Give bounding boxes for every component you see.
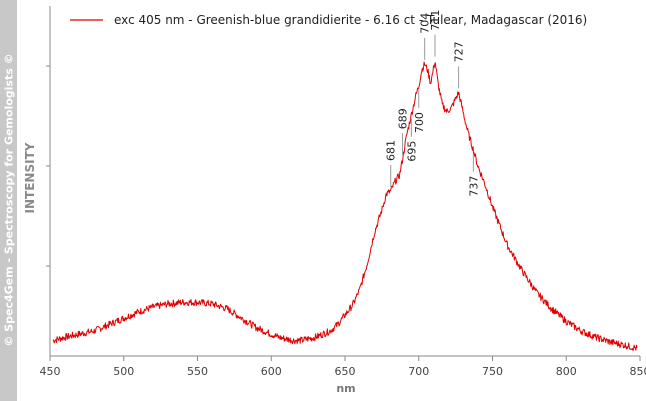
x-tick-label: 800 [556,365,577,378]
peak-label: 704 [419,13,432,34]
peak-label: 737 [467,176,480,197]
x-tick-label: 700 [408,365,429,378]
peak-label: 700 [413,112,426,133]
x-tick-label: 650 [335,365,356,378]
watermark-bar: © Spec4Gem - Spectroscopy for Gemologist… [0,0,17,401]
peak-label: 689 [397,108,410,129]
axes: 450 500 550 600 650 700 750 800 850 [40,6,646,378]
series-line [52,61,638,351]
x-tick-label: 550 [187,365,208,378]
legend: exc 405 nm - Greenish-blue grandidierite… [70,13,587,27]
series-marks [52,61,638,351]
x-tick-label: 500 [113,365,134,378]
x-axis-title: nm [336,382,355,395]
peak-label: 695 [405,141,418,162]
x-tick-label: 600 [261,365,282,378]
peak-label: 727 [453,41,466,62]
x-tick-label: 750 [482,365,503,378]
peak-label: 711 [429,10,442,31]
x-tick-label: 850 [630,365,646,378]
peak-label: 681 [385,140,398,161]
legend-label: exc 405 nm - Greenish-blue grandidierite… [114,13,587,27]
x-tick-label: 450 [40,365,61,378]
